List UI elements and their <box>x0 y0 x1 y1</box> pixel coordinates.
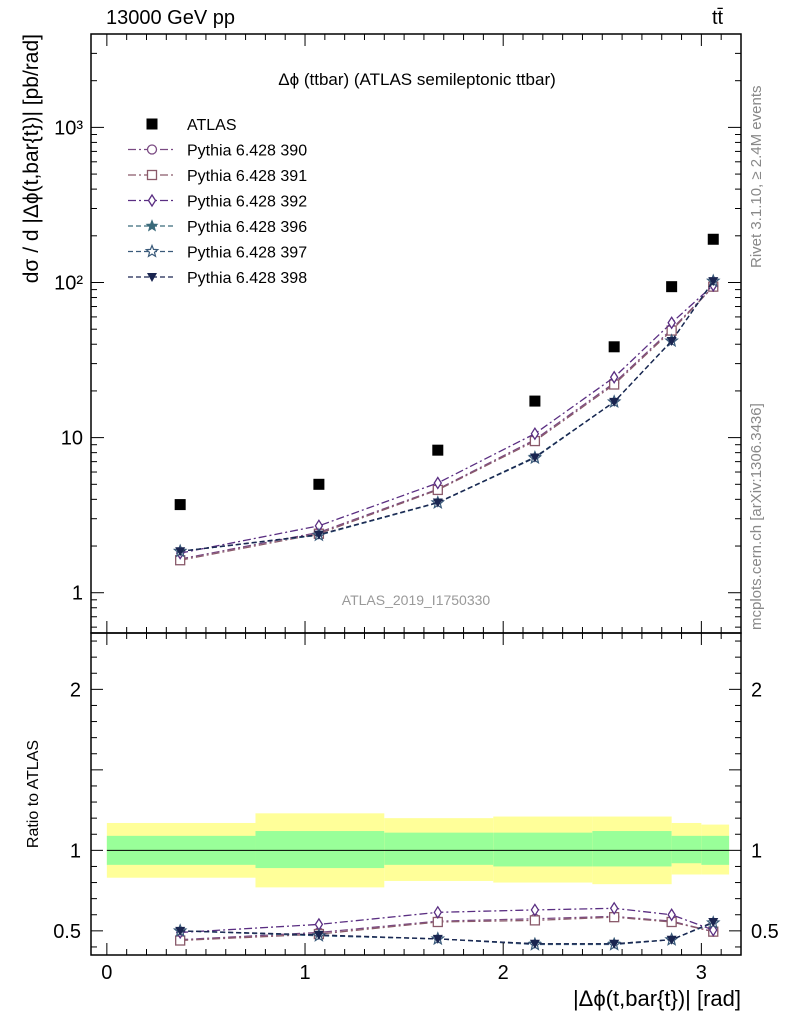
main-data-point <box>707 233 719 245</box>
ratio-data-point <box>175 926 186 936</box>
legend-label: Pythia 6.428 392 <box>187 194 307 211</box>
ratio-data-point <box>708 923 718 937</box>
ratio-y-tick-label-right: 2 <box>751 679 762 701</box>
ratio-y-axis-label: Ratio to ATLAS <box>25 740 42 848</box>
main-data-point <box>529 453 540 463</box>
legend-label: Pythia 6.428 397 <box>187 245 307 262</box>
ratio-y-tick-label-right: 0.5 <box>751 921 779 943</box>
ratio-series-line <box>180 921 714 945</box>
main-data-point <box>608 341 620 353</box>
legend-marker <box>146 169 158 181</box>
ratio-data-point <box>609 901 619 916</box>
legend-marker <box>147 273 157 282</box>
main-data-point <box>609 397 620 407</box>
main-data-point <box>432 498 443 508</box>
legend-marker <box>146 118 158 130</box>
y-axis-label: dσ / d |Δϕ(t,bar{t})| [pb/rad] <box>20 34 43 283</box>
ratio-y-tick-label: 0.5 <box>53 921 81 943</box>
ratio-data-point <box>529 915 541 926</box>
main-data-point <box>530 426 540 441</box>
main-series-line <box>180 280 714 552</box>
x-tick-label: 1 <box>299 962 310 984</box>
legend-label: Pythia 6.428 398 <box>187 270 307 287</box>
legend-label: Pythia 6.428 391 <box>187 168 307 185</box>
main-data-point <box>666 281 678 293</box>
x-axis-label: |Δϕ(t,bar{t})| [rad] <box>573 986 741 1011</box>
main-series-line <box>180 284 714 554</box>
x-tick-label: 0 <box>101 962 112 984</box>
ratio-data-point <box>529 939 540 949</box>
ratio-inner-band <box>255 831 385 869</box>
main-data-point <box>708 277 719 287</box>
ratio-y-tick-label: 1 <box>70 840 81 862</box>
main-data-point <box>313 478 325 490</box>
energy-label: 13000 GeV pp <box>106 7 235 29</box>
legend-marker <box>146 144 158 155</box>
main-series-line <box>180 286 714 560</box>
ratio-data-point <box>666 935 677 945</box>
ratio-plot-frame <box>90 632 742 956</box>
ratio-inner-band <box>384 832 494 865</box>
main-data-point <box>313 530 324 540</box>
ratio-data-point <box>432 934 443 944</box>
ratio-data-point <box>433 905 443 920</box>
ratio-data-point <box>609 939 620 949</box>
y-tick-label: 10³ <box>54 117 83 139</box>
legend-marker <box>144 243 160 258</box>
main-data-point <box>666 336 677 346</box>
y-tick-label: 10² <box>54 273 83 295</box>
x-tick-label: 3 <box>696 962 707 984</box>
ratio-data-point <box>313 930 324 940</box>
ratio-data-point <box>667 908 676 922</box>
ratio-y-tick-label: 2 <box>70 679 81 701</box>
process-label: tt̄ <box>712 7 724 29</box>
legend-marker <box>145 219 159 232</box>
main-data-point <box>529 395 541 407</box>
ratio-data-point <box>708 917 719 927</box>
legend-label: ATLAS <box>187 117 237 134</box>
main-series-line <box>180 280 714 552</box>
y-tick-label: 1 <box>72 583 83 605</box>
ratio-inner-band <box>592 831 672 867</box>
ratio-inner-band <box>671 835 702 864</box>
legend-label: Pythia 6.428 390 <box>187 143 307 160</box>
main-data-point <box>667 316 676 330</box>
main-data-point <box>432 444 444 456</box>
legend-marker <box>147 193 157 208</box>
analysis-watermark: ATLAS_2019_I1750330 <box>342 592 491 608</box>
main-data-point <box>609 370 619 384</box>
chart-title: Δϕ (ttbar) (ATLAS semileptonic ttbar) <box>278 70 556 89</box>
x-tick-label: 2 <box>498 962 509 984</box>
main-data-point <box>433 476 443 490</box>
main-data-point <box>175 547 186 557</box>
ratio-series-line <box>180 922 714 945</box>
main-series-line <box>180 280 714 552</box>
legend-label: Pythia 6.428 396 <box>187 219 307 236</box>
ratio-inner-band <box>493 832 593 867</box>
ratio-y-tick-label-right: 1 <box>751 840 762 862</box>
main-series-line <box>180 286 714 561</box>
main-data-point <box>174 499 186 511</box>
y-tick-label: 10 <box>61 428 83 450</box>
ratio-data-point <box>530 903 540 917</box>
